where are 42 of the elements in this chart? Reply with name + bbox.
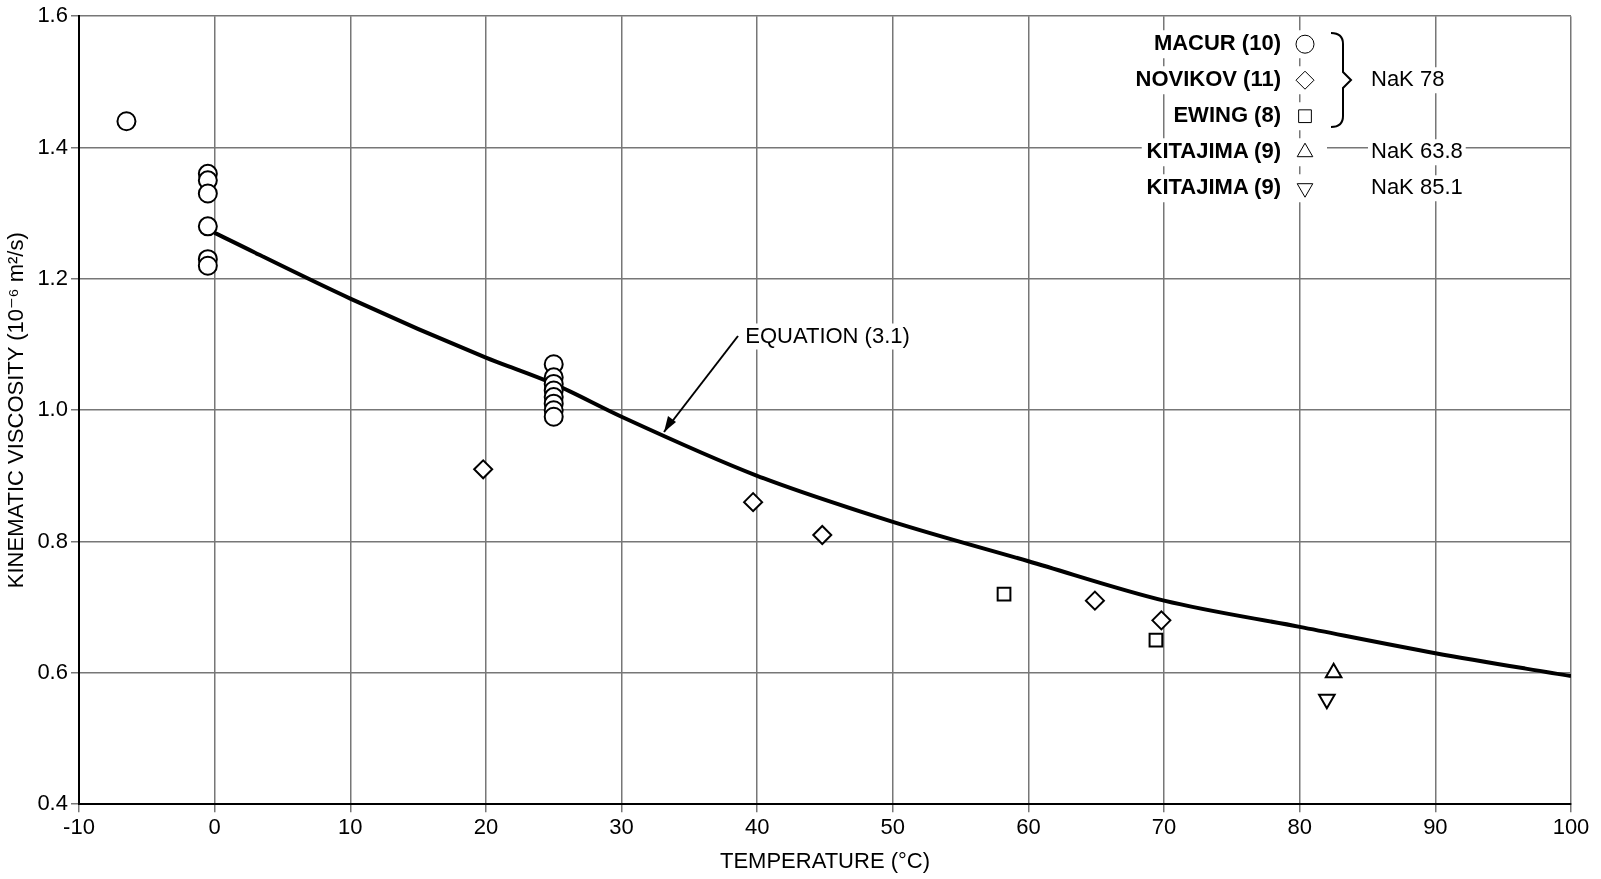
legend-label: KITAJIMA (9) [1146,174,1281,200]
y-tick-label: 1.2 [37,264,68,290]
point [1084,590,1105,611]
x-tick-label: 30 [609,814,634,840]
point [116,111,137,132]
point [812,524,833,545]
y-tick-label: 0.4 [37,790,68,816]
x-tick-label: 0 [208,814,221,840]
point [996,586,1012,602]
y-tick-label: 1.4 [37,133,68,159]
x-tick-label: -10 [63,814,95,840]
point [473,459,494,480]
annotation: EQUATION (3.1) [745,322,910,348]
legend-label: MACUR (10) [1153,30,1281,56]
legend-label: EWING (8) [1173,102,1281,128]
x-tick-label: 50 [880,814,906,840]
x-tick-label: 90 [1423,814,1448,840]
point [197,216,218,237]
y-axis-title: KINEMATIC VISCOSITY (10⁻⁶ m²/s) [3,232,29,589]
x-tick-label: 20 [473,814,499,840]
point [743,492,764,513]
annotation: NaK 78 [1371,66,1445,92]
x-tick-label: 100 [1552,814,1590,840]
legend-label: KITAJIMA (9) [1146,138,1281,164]
point [197,255,218,276]
legend-label: NOVIKOV (11) [1135,66,1281,92]
annotation: NaK 85.1 [1371,174,1463,200]
x-tick-label: 60 [1016,814,1041,840]
point [543,406,564,427]
annotation: NaK 63.8 [1371,138,1463,164]
y-tick-label: 1.0 [37,396,68,422]
x-tick-label: 40 [744,814,770,840]
point [1148,632,1164,648]
y-tick-label: 1.6 [37,2,68,28]
y-tick-label: 0.8 [37,527,68,553]
x-axis-title: TEMPERATURE (°C) [719,847,931,873]
x-tick-label: 80 [1287,814,1312,840]
point [1151,610,1172,631]
y-tick-label: 0.6 [37,658,68,684]
x-tick-label: 10 [338,814,363,840]
x-tick-label: 70 [1151,814,1177,840]
point [197,183,218,204]
